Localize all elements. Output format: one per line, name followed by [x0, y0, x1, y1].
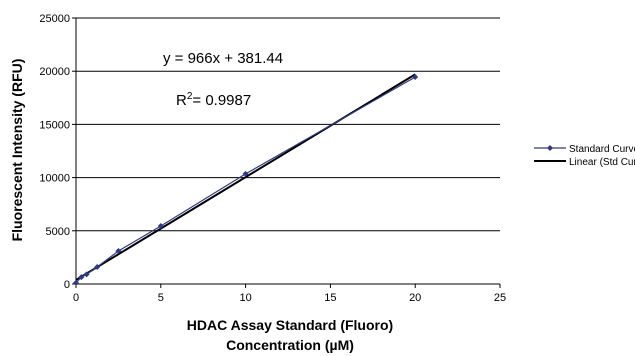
- y-axis-title: Fluorescent Intensity (RFU): [9, 59, 25, 242]
- legend: Standard Curve Linear (Std Curve): [534, 144, 635, 168]
- y-tick-label: 0: [64, 279, 70, 291]
- linear-fit-line: [75, 73, 416, 281]
- standard-curve-point: [78, 274, 85, 281]
- legend-item-linear-fit: Linear (Std Curve): [534, 157, 635, 168]
- x-tick-label: 5: [158, 292, 164, 304]
- r-squared-prefix: R: [176, 92, 187, 109]
- equation-annotation: y = 966x + 381.44: [163, 50, 283, 67]
- legend-standard-curve-marker: [547, 145, 553, 151]
- grid-lines: [76, 17, 500, 232]
- y-tick-label: 5000: [46, 226, 70, 238]
- x-tick-label: 25: [494, 292, 506, 304]
- y-tick-label: 25000: [39, 13, 70, 25]
- axis-ticks: 0 5000 10000 15000 20000 25000 0 5 10 15 20 25: [39, 13, 506, 304]
- y-tick-label: 10000: [39, 173, 70, 185]
- x-tick-label: 0: [73, 292, 79, 304]
- r-squared-value: = 0.9987: [192, 92, 251, 109]
- x-axis-title-line-2: Concentration (µM): [226, 337, 354, 353]
- r-squared-annotation: R2= 0.9987: [176, 91, 251, 109]
- x-tick-label: 20: [409, 292, 421, 304]
- y-tick-label: 15000: [39, 119, 70, 131]
- standard-curve-point: [73, 279, 79, 286]
- legend-linear-fit-label: Linear (Std Curve): [569, 157, 635, 168]
- legend-standard-curve-label: Standard Curve: [569, 144, 635, 155]
- x-axis-title-line-1: HDAC Assay Standard (Fluoro): [187, 317, 393, 333]
- standard-curve-point: [115, 248, 122, 255]
- legend-item-standard-curve: Standard Curve: [534, 144, 635, 155]
- standard-curve-point: [157, 223, 164, 230]
- x-tick-label: 10: [239, 292, 251, 304]
- standard-curve-point: [242, 170, 249, 177]
- x-tick-label: 15: [324, 292, 336, 304]
- plot-series: [73, 73, 419, 286]
- standard-curve-point: [94, 263, 101, 270]
- standard-curve-point: [412, 74, 419, 81]
- r-squared-superscript: 2: [187, 91, 193, 102]
- y-tick-label: 20000: [39, 66, 70, 78]
- standard-curve-point: [83, 271, 90, 278]
